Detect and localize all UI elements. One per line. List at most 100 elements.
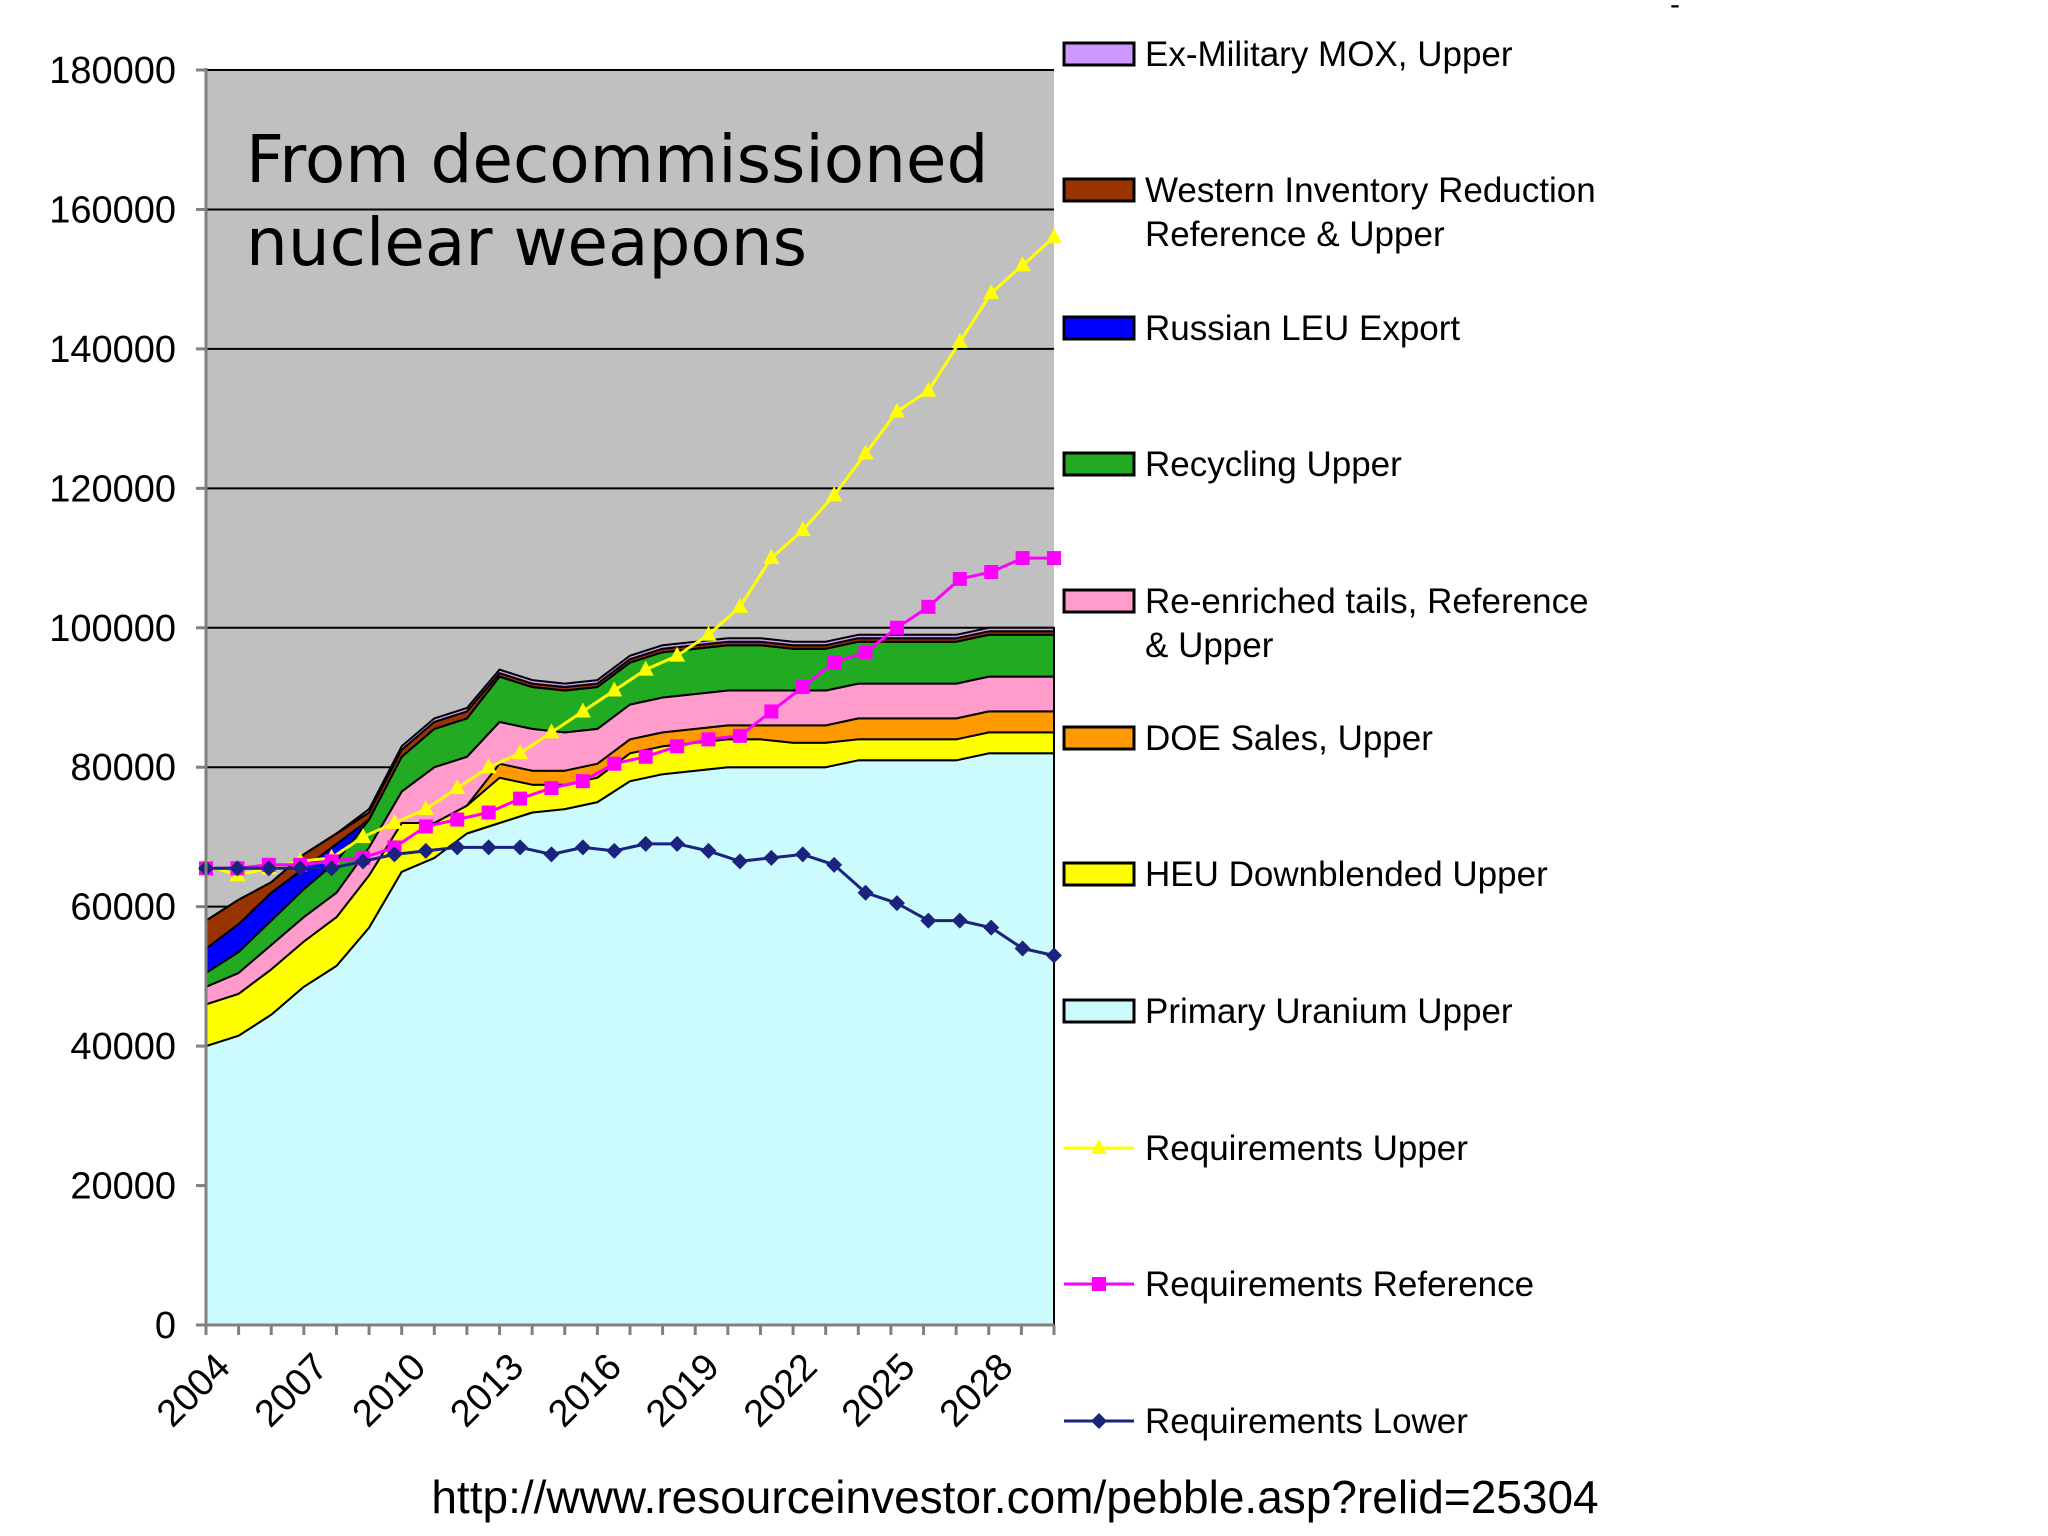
point-requirements-lower (857, 884, 874, 901)
point-requirements-lower (292, 860, 309, 877)
point-requirements-lower (763, 849, 780, 866)
legend-swatch (1062, 451, 1136, 477)
legend-swatch (1062, 861, 1136, 887)
point-requirements-reference (575, 774, 590, 789)
source-url: http://www.resourceinvestor.com/pebble.a… (431, 1471, 1598, 1523)
point-requirements-lower (480, 839, 497, 856)
legend-marker (1091, 1139, 1107, 1154)
legend-item-requirements-upper: Requirements Upper (1064, 1129, 1468, 1168)
stacked-areas (205, 626, 1055, 1326)
point-requirements-upper (763, 549, 780, 565)
y-tick-label: 120000 (49, 468, 176, 510)
y-tick-label: 180000 (49, 50, 176, 92)
point-requirements-upper (449, 779, 466, 795)
point-requirements-lower (794, 846, 811, 863)
point-requirements-lower (700, 842, 717, 859)
point-requirements-upper (606, 681, 623, 697)
y-axis-ticks: 0 20000 40000 60000 80000 100000 120000 140000 1… (49, 50, 206, 1347)
x-axis-ticks: 2004 2007 2010 2013 2016 2019 2022 2025 2028 (149, 1325, 1056, 1435)
x-tick-label: 2022 (736, 1346, 825, 1435)
legend-swatch (1062, 998, 1136, 1024)
legend-label: Reference & Upper (1145, 215, 1445, 254)
legend-label: Requirements Upper (1145, 1129, 1468, 1168)
point-requirements-lower (731, 853, 748, 870)
point-requirements-upper (637, 660, 654, 676)
point-requirements-lower (543, 846, 560, 863)
legend-label: Recycling Upper (1145, 445, 1402, 484)
point-requirements-reference (544, 781, 559, 796)
x-tick-label: 2016 (540, 1346, 629, 1435)
y-tick-label: 60000 (70, 887, 176, 929)
x-tick-label: 2025 (834, 1346, 923, 1435)
point-requirements-upper (543, 723, 560, 739)
legend-swatch (1062, 725, 1136, 751)
point-requirements-lower (386, 846, 403, 863)
legend-item-heu-downblended-upper: HEU Downblended Upper (1062, 855, 1548, 894)
legend-item-re-enriched-tails-reference: Re-enriched tails, Reference & Upper (1062, 582, 1589, 665)
point-requirements-upper (857, 444, 874, 460)
point-requirements-lower (1046, 947, 1062, 964)
point-requirements-lower (355, 853, 372, 870)
point-requirements-reference (921, 599, 936, 614)
point-requirements-lower (449, 839, 466, 856)
legend-marker (1091, 1413, 1107, 1429)
legend: Ex-Military MOX, Upper Western Inventory … (1062, 35, 1596, 1441)
point-requirements-reference (607, 756, 622, 771)
y-tick-label: 20000 (70, 1166, 176, 1208)
point-requirements-reference (481, 805, 496, 820)
point-requirements-upper (983, 284, 1000, 300)
point-requirements-reference (764, 704, 779, 719)
point-requirements-upper (1046, 228, 1062, 244)
y-tick-label: 100000 (49, 608, 176, 650)
point-requirements-upper (417, 800, 434, 816)
x-tick-label: 2004 (149, 1346, 238, 1435)
point-requirements-lower (512, 839, 529, 856)
x-tick-label: 2028 (932, 1346, 1021, 1435)
legend-item-requirements-reference: Requirements Reference (1064, 1265, 1534, 1304)
point-requirements-lower (920, 912, 937, 929)
legend-item-doe-sales-upper: DOE Sales, Upper (1062, 719, 1433, 758)
area-ex-military-mox-upper (205, 626, 1055, 922)
line-requirements-reference (206, 556, 1054, 870)
point-requirements-reference (513, 791, 528, 806)
y-tick-label: 0 (155, 1305, 176, 1347)
point-requirements-reference (984, 565, 999, 579)
x-tick-label: 2019 (638, 1346, 727, 1435)
point-requirements-reference (732, 728, 747, 743)
point-requirements-lower (951, 912, 968, 929)
point-requirements-lower (669, 835, 686, 852)
point-requirements-upper (826, 486, 843, 502)
point-requirements-upper (794, 521, 811, 537)
point-requirements-reference (889, 620, 904, 635)
legend-swatch (1062, 41, 1136, 67)
legend-label: Requirements Reference (1145, 1265, 1534, 1304)
point-requirements-lower (574, 839, 591, 856)
point-requirements-upper (512, 744, 529, 760)
legend-item-recycling-upper: Recycling Upper (1062, 445, 1402, 484)
y-tick-label: 140000 (49, 329, 176, 371)
legend-label: Ex-Military MOX, Upper (1145, 35, 1513, 74)
point-requirements-reference (827, 655, 842, 670)
legend-swatch (1062, 177, 1136, 203)
point-requirements-lower (229, 860, 246, 877)
point-requirements-upper (355, 827, 372, 843)
point-requirements-upper (731, 597, 748, 613)
point-requirements-lower (606, 842, 623, 859)
legend-label: & Upper (1145, 626, 1274, 665)
legend-item-primary-uranium-upper: Primary Uranium Upper (1062, 992, 1513, 1031)
point-requirements-lower (888, 895, 905, 912)
point-requirements-lower (1014, 940, 1031, 957)
legend-label: Western Inventory Reduction (1145, 171, 1596, 210)
legend-swatch (1062, 588, 1136, 614)
point-requirements-upper (1014, 256, 1031, 272)
legend-label: Requirements Lower (1145, 1402, 1468, 1441)
legend-label: HEU Downblended Upper (1145, 855, 1548, 894)
point-requirements-upper (700, 625, 717, 641)
point-requirements-lower (260, 860, 277, 877)
point-requirements-upper (386, 814, 403, 829)
point-requirements-reference (1015, 551, 1030, 566)
point-requirements-upper (669, 646, 686, 662)
legend-item-russian-leu-export: Russian LEU Export (1062, 309, 1460, 348)
point-requirements-upper (951, 332, 968, 348)
point-requirements-reference (670, 739, 685, 754)
